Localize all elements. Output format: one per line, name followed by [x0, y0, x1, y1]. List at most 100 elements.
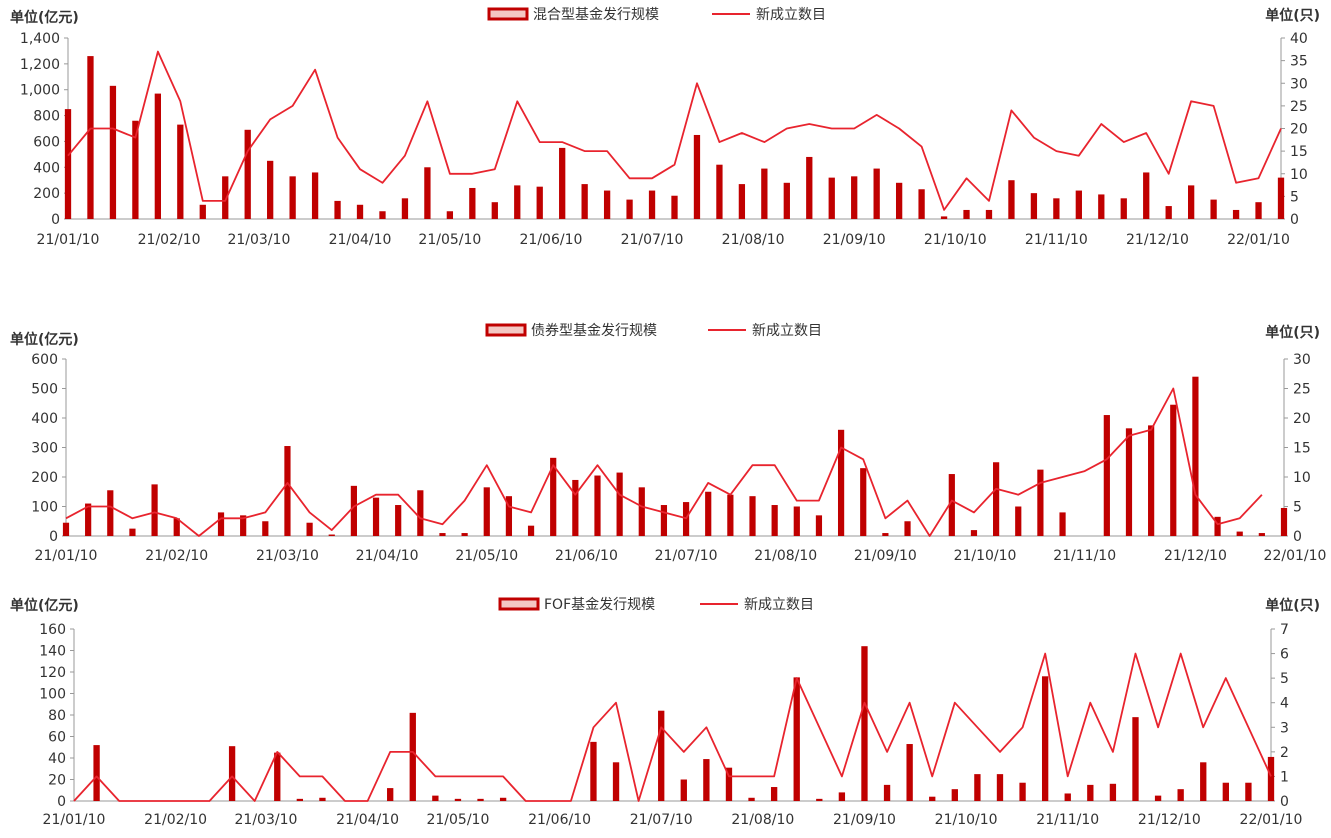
legend-line-label: 新成立数目	[744, 597, 814, 613]
bar	[1188, 185, 1195, 219]
bar	[783, 182, 790, 219]
x-tick-label: 21/11/10	[1025, 232, 1088, 248]
y-left-tick-label: 600	[31, 352, 58, 368]
bar	[432, 795, 439, 801]
x-tick-label: 21/09/10	[833, 812, 896, 828]
right-unit-label: 单位(只)	[1265, 7, 1320, 24]
x-tick-label: 21/10/10	[924, 232, 987, 248]
x-tick-label: 21/11/10	[1036, 812, 1099, 828]
count-line	[73, 652, 1272, 802]
bar	[1267, 756, 1275, 801]
bar	[109, 85, 117, 219]
bar	[491, 202, 498, 219]
bar	[1165, 206, 1172, 219]
left-unit-label: 单位(亿元)	[10, 9, 79, 26]
y-right-tick-label: 30	[1290, 76, 1308, 92]
bar	[1232, 209, 1240, 219]
bar	[626, 199, 633, 219]
bar	[993, 462, 1000, 536]
y-right-tick-label: 15	[1293, 441, 1311, 457]
y-right-tick-label: 25	[1293, 382, 1311, 398]
bar	[356, 204, 364, 219]
y-right-tick-label: 20	[1290, 122, 1308, 138]
bar	[154, 93, 161, 219]
y-left-tick-label: 1,400	[20, 31, 60, 47]
chart-3: 0 20 40 60 80 100 120 140 160 0 1 2 3 4 5 6 7 单位(亿元) 单位(只)…	[10, 596, 1320, 828]
y-right-tick-label: 10	[1293, 470, 1311, 486]
chart-2: 0 100 200 300 400 500 600 0 5 10 15 20 25 30 单位(亿元) 单位(…	[10, 322, 1326, 564]
bar	[1098, 194, 1105, 219]
bar	[1041, 676, 1049, 801]
bar	[1008, 180, 1015, 219]
y-right-tick-label: 0	[1280, 794, 1289, 810]
bar	[738, 184, 746, 219]
bar	[1087, 784, 1094, 801]
bar	[1064, 793, 1071, 801]
bar	[177, 124, 184, 219]
y-left-tick-label: 0	[49, 529, 58, 545]
y-left-tick-label: 1,000	[20, 83, 60, 99]
bar	[1037, 469, 1044, 536]
y-right-tick-label: 5	[1280, 671, 1289, 687]
bar	[660, 505, 668, 536]
bar	[970, 530, 978, 536]
x-tick-label: 21/03/10	[227, 232, 290, 248]
y-left-tick-label: 160	[39, 622, 66, 638]
bar	[725, 767, 733, 801]
bar	[815, 515, 823, 536]
bar	[873, 168, 880, 219]
x-tick-label: 21/08/10	[731, 812, 794, 828]
bar	[289, 176, 296, 219]
bar	[514, 185, 521, 219]
bar	[1214, 516, 1221, 536]
x-tick-label: 21/01/10	[37, 232, 100, 248]
legend-bar-swatch	[498, 597, 540, 611]
bar	[296, 798, 304, 801]
bar	[581, 184, 588, 219]
x-tick-label: 21/12/10	[1138, 812, 1201, 828]
x-tick-label: 21/08/10	[722, 232, 785, 248]
y-left-tick-label: 60	[48, 730, 66, 746]
bar	[572, 479, 579, 536]
y-left-tick-label: 1,200	[20, 57, 60, 73]
bar	[594, 475, 601, 536]
bar	[395, 505, 402, 536]
bar	[1222, 782, 1229, 801]
bar	[705, 491, 712, 536]
bar	[306, 522, 313, 536]
bar	[860, 468, 867, 536]
left-unit-label: 单位(亿元)	[10, 331, 79, 348]
bar	[87, 56, 94, 219]
y-right-tick-label: 5	[1290, 189, 1299, 205]
y-left-tick-label: 400	[33, 160, 60, 176]
x-tick-label: 21/01/10	[35, 548, 98, 564]
bar	[311, 172, 319, 219]
bar	[749, 496, 756, 536]
bar	[454, 798, 462, 801]
bar	[963, 209, 970, 219]
y-left-tick-label: 500	[31, 382, 58, 398]
bar	[918, 189, 925, 219]
bar	[262, 521, 269, 536]
bar	[439, 533, 446, 536]
y-left-tick-label: 40	[48, 751, 66, 767]
legend-bar-swatch	[485, 323, 527, 337]
bar	[107, 490, 114, 536]
bar	[1210, 199, 1217, 219]
bar	[771, 505, 778, 536]
legend-bar-label: FOF基金发行规模	[544, 596, 655, 613]
bar	[951, 789, 958, 801]
bar	[851, 176, 858, 219]
bar	[244, 129, 251, 219]
y-left-tick-label: 400	[31, 411, 58, 427]
bar	[882, 533, 889, 536]
x-tick-label: 21/07/10	[621, 232, 684, 248]
bar	[1154, 795, 1162, 801]
x-tick-label: 22/01/10	[1240, 812, 1303, 828]
y-right-tick-label: 1	[1280, 769, 1289, 785]
bar	[319, 797, 326, 801]
bar	[483, 487, 490, 536]
right-unit-label: 单位(只)	[1265, 324, 1320, 341]
y-left-tick-label: 800	[33, 109, 60, 125]
